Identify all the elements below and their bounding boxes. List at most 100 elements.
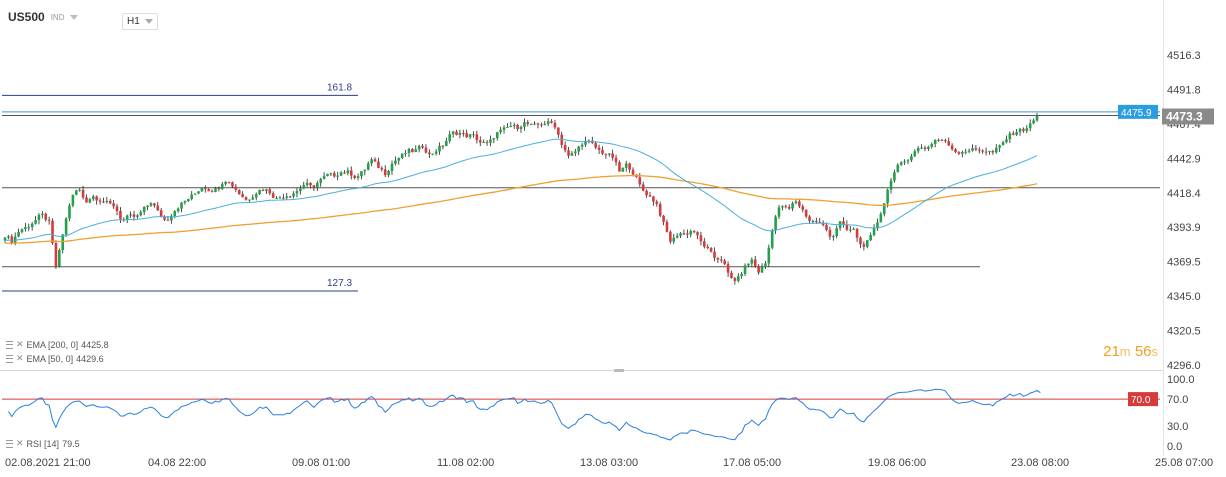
candle [370,159,373,164]
candle [692,231,696,233]
candle [703,241,706,247]
candle [203,187,207,190]
candle [47,219,51,221]
chevron-down-icon[interactable] [70,14,79,20]
timeframe-selector[interactable]: H1 [122,13,158,30]
x-tick-label: 13.08 03:00 [580,457,638,469]
candle [580,144,584,147]
candle [597,147,601,150]
candle [417,145,421,150]
candle [879,213,883,223]
candle [760,266,764,273]
candle [193,193,197,195]
candle [71,194,75,206]
candle [726,264,730,273]
candle [645,190,648,196]
indicator-ema50[interactable]: ✕ EMA [50, 0] 4429.6 [6,353,104,364]
candle [686,233,689,235]
candle [438,145,441,152]
candle [482,142,485,144]
candle [387,170,390,176]
rsi-tick-label: 70.0 [1167,394,1188,406]
indicator-rsi[interactable]: ✕ RSI [14] 79.5 [6,438,80,449]
candle [108,200,112,204]
candle [614,157,618,163]
candle [706,246,710,249]
settings-icon[interactable] [6,340,13,349]
candle [163,216,166,220]
candle [777,207,781,217]
candle [489,139,492,143]
candle [1015,131,1018,135]
settings-icon[interactable] [6,354,13,363]
indicator-value: 4429.6 [76,353,104,364]
candle [862,244,866,247]
candle [696,232,699,236]
candle [984,151,988,153]
close-icon[interactable]: ✕ [16,353,24,363]
x-tick-label: 17.08 05:00 [723,457,781,469]
candle [268,189,272,194]
candle [618,162,621,172]
candle [719,259,723,261]
candle [516,124,519,130]
candle [903,161,906,163]
indicator-ema200[interactable]: ✕ EMA [200, 0] 4425.8 [6,339,109,350]
instrument-type: IND [50,12,65,22]
candle [825,224,828,230]
candle [502,127,506,130]
candle [594,143,597,148]
x-tick-label: 19.08 06:00 [868,457,926,469]
candle [434,151,438,154]
candle [105,200,109,202]
candle [624,163,628,168]
candle [536,123,540,125]
candle [241,194,244,198]
settings-icon[interactable] [6,439,13,448]
candle [136,215,139,217]
candle [329,173,333,175]
candle [967,150,971,152]
candle [818,221,822,223]
candle [937,139,940,141]
candle [302,185,306,189]
candle [665,221,669,232]
symbol-selector[interactable]: US500 IND [8,8,79,26]
close-icon[interactable]: ✕ [16,339,24,349]
candle [607,153,611,155]
ema200-line [5,174,1038,244]
candle [316,182,319,188]
candle [994,147,998,153]
candle [258,189,261,195]
candle [658,204,662,216]
candle [753,259,757,266]
candle [34,220,37,224]
candle [950,145,954,150]
candle [611,153,614,158]
candle [757,265,760,273]
candle [227,181,231,183]
timer-seconds: 56 [1134,343,1152,360]
candle [431,153,435,155]
candle [801,206,805,210]
candle [584,140,587,145]
candle [173,211,177,216]
candle [278,197,282,199]
candle [234,186,238,190]
candle [68,205,71,219]
x-tick-label: 25.08 07:00 [1155,457,1213,469]
candle [17,232,20,237]
close-icon[interactable]: ✕ [16,438,24,448]
candle [648,195,652,197]
candle [848,229,852,231]
candle [689,231,693,235]
candle [977,149,981,151]
candle [383,169,387,176]
candle [865,240,869,247]
candle [543,124,547,126]
candle [224,181,227,185]
price-tick-label: 4320.5 [1167,326,1201,338]
candle [339,172,343,176]
indicator-label: RSI [14] [26,438,60,449]
